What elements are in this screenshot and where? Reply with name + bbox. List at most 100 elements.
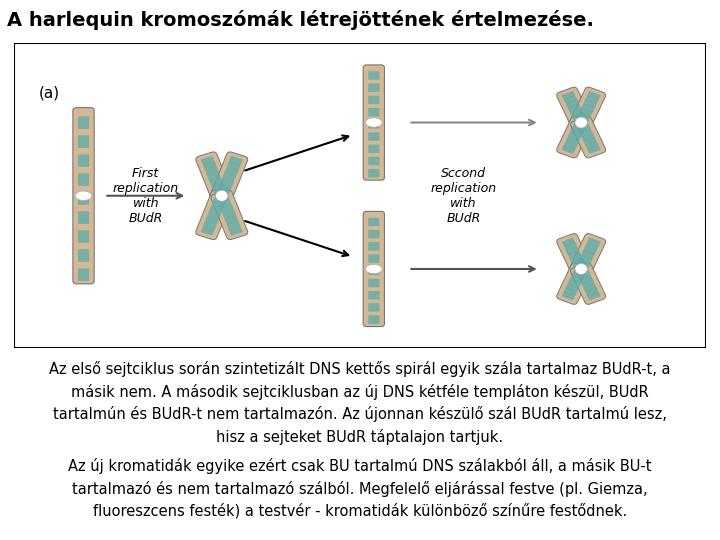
FancyBboxPatch shape — [211, 152, 248, 201]
FancyBboxPatch shape — [368, 169, 379, 178]
FancyBboxPatch shape — [212, 199, 225, 208]
FancyBboxPatch shape — [203, 221, 217, 230]
FancyBboxPatch shape — [229, 226, 243, 235]
FancyBboxPatch shape — [368, 303, 379, 312]
FancyBboxPatch shape — [583, 99, 597, 108]
FancyBboxPatch shape — [588, 238, 600, 246]
FancyBboxPatch shape — [214, 194, 228, 203]
FancyBboxPatch shape — [574, 120, 587, 129]
FancyBboxPatch shape — [368, 279, 379, 287]
FancyBboxPatch shape — [577, 124, 590, 133]
FancyBboxPatch shape — [196, 152, 233, 201]
Ellipse shape — [575, 117, 588, 128]
FancyBboxPatch shape — [572, 271, 585, 279]
FancyBboxPatch shape — [575, 120, 589, 129]
FancyBboxPatch shape — [368, 267, 379, 275]
FancyBboxPatch shape — [580, 254, 593, 263]
FancyBboxPatch shape — [581, 104, 595, 112]
FancyBboxPatch shape — [574, 267, 587, 275]
FancyBboxPatch shape — [212, 183, 225, 192]
FancyBboxPatch shape — [368, 108, 379, 117]
FancyBboxPatch shape — [227, 161, 240, 171]
FancyBboxPatch shape — [363, 211, 384, 327]
FancyBboxPatch shape — [78, 268, 89, 281]
FancyBboxPatch shape — [564, 242, 577, 251]
FancyBboxPatch shape — [562, 292, 575, 300]
FancyBboxPatch shape — [211, 190, 248, 240]
FancyBboxPatch shape — [14, 43, 706, 348]
FancyBboxPatch shape — [575, 116, 589, 125]
FancyBboxPatch shape — [368, 218, 379, 226]
Text: (a): (a) — [39, 86, 60, 101]
FancyBboxPatch shape — [570, 129, 583, 137]
FancyBboxPatch shape — [368, 254, 379, 263]
FancyBboxPatch shape — [585, 242, 598, 251]
FancyBboxPatch shape — [78, 173, 89, 186]
FancyBboxPatch shape — [557, 87, 592, 129]
FancyBboxPatch shape — [570, 233, 606, 275]
Ellipse shape — [366, 118, 382, 127]
FancyBboxPatch shape — [201, 156, 215, 165]
FancyBboxPatch shape — [216, 194, 230, 203]
Ellipse shape — [366, 264, 382, 274]
FancyBboxPatch shape — [229, 156, 243, 165]
FancyBboxPatch shape — [78, 192, 89, 205]
FancyBboxPatch shape — [207, 172, 221, 181]
FancyBboxPatch shape — [570, 117, 606, 158]
FancyBboxPatch shape — [581, 250, 595, 259]
FancyBboxPatch shape — [583, 246, 597, 254]
FancyBboxPatch shape — [585, 141, 598, 150]
FancyBboxPatch shape — [588, 292, 600, 300]
FancyBboxPatch shape — [585, 288, 598, 296]
FancyBboxPatch shape — [583, 137, 597, 146]
FancyBboxPatch shape — [575, 262, 589, 271]
FancyBboxPatch shape — [205, 215, 219, 225]
Ellipse shape — [575, 264, 588, 274]
FancyBboxPatch shape — [214, 188, 228, 198]
FancyBboxPatch shape — [570, 275, 583, 284]
FancyBboxPatch shape — [570, 263, 606, 305]
FancyBboxPatch shape — [564, 141, 577, 150]
FancyBboxPatch shape — [580, 275, 593, 284]
FancyBboxPatch shape — [562, 238, 575, 246]
FancyBboxPatch shape — [580, 129, 593, 137]
FancyBboxPatch shape — [78, 249, 89, 262]
FancyBboxPatch shape — [368, 84, 379, 92]
FancyBboxPatch shape — [564, 288, 577, 296]
FancyBboxPatch shape — [368, 230, 379, 239]
FancyBboxPatch shape — [566, 284, 579, 292]
Ellipse shape — [75, 191, 92, 200]
FancyBboxPatch shape — [566, 99, 579, 108]
FancyBboxPatch shape — [562, 91, 575, 100]
FancyBboxPatch shape — [368, 71, 379, 80]
FancyBboxPatch shape — [577, 112, 590, 120]
FancyBboxPatch shape — [567, 250, 581, 259]
FancyBboxPatch shape — [225, 167, 238, 176]
FancyBboxPatch shape — [583, 284, 597, 292]
FancyBboxPatch shape — [557, 263, 592, 305]
FancyBboxPatch shape — [368, 145, 379, 153]
FancyBboxPatch shape — [577, 259, 590, 267]
FancyBboxPatch shape — [196, 190, 233, 240]
FancyBboxPatch shape — [588, 145, 600, 154]
FancyBboxPatch shape — [205, 167, 219, 176]
FancyBboxPatch shape — [207, 210, 221, 219]
FancyBboxPatch shape — [557, 233, 592, 275]
FancyBboxPatch shape — [577, 271, 590, 279]
FancyBboxPatch shape — [581, 133, 595, 141]
FancyBboxPatch shape — [575, 267, 589, 275]
FancyBboxPatch shape — [368, 291, 379, 300]
FancyBboxPatch shape — [73, 107, 94, 284]
FancyBboxPatch shape — [368, 157, 379, 165]
FancyBboxPatch shape — [567, 104, 581, 112]
FancyBboxPatch shape — [363, 65, 384, 180]
FancyBboxPatch shape — [562, 145, 575, 154]
FancyBboxPatch shape — [557, 117, 592, 158]
FancyBboxPatch shape — [78, 154, 89, 167]
FancyBboxPatch shape — [566, 137, 579, 146]
FancyBboxPatch shape — [227, 221, 240, 230]
FancyBboxPatch shape — [566, 246, 579, 254]
FancyBboxPatch shape — [210, 205, 223, 214]
FancyBboxPatch shape — [564, 96, 577, 104]
FancyBboxPatch shape — [78, 230, 89, 243]
